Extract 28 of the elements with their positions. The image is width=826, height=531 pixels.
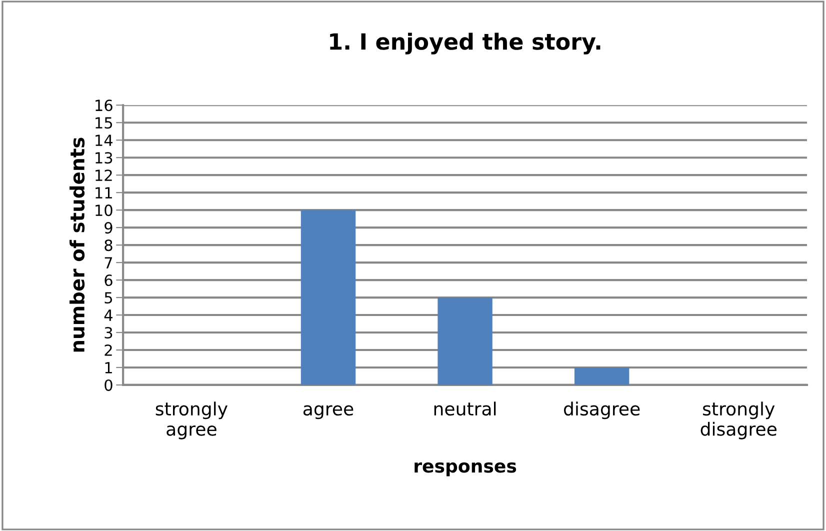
y-tick-label: 16 bbox=[96, 100, 112, 112]
y-tick-label: 7 bbox=[104, 257, 112, 268]
y-axis-title: number of students bbox=[70, 138, 85, 352]
y-tick-label: 10 bbox=[96, 204, 112, 216]
y-tick-label: 2 bbox=[104, 344, 112, 356]
y-tick-label: 3 bbox=[104, 326, 112, 339]
y-tick-label: 0 bbox=[104, 379, 112, 391]
y-tick-label: 14 bbox=[96, 134, 112, 146]
x-tick-label: strongly agree bbox=[156, 402, 228, 440]
x-tick-label: agree bbox=[303, 405, 354, 420]
x-axis-title: responses bbox=[414, 462, 516, 476]
chart-title: 1. I enjoyed the story. bbox=[330, 32, 600, 54]
x-tick-label: strongly disagree bbox=[700, 402, 776, 440]
x-tick-label: neutral bbox=[434, 402, 496, 416]
bar bbox=[300, 210, 356, 385]
y-tick-label: 4 bbox=[104, 310, 112, 321]
bar bbox=[438, 298, 492, 385]
x-tick-label: disagree bbox=[564, 402, 640, 420]
bar bbox=[574, 367, 630, 385]
y-tick-label: 13 bbox=[96, 152, 112, 164]
y-tick-label: 5 bbox=[104, 292, 112, 304]
y-tick-label: 1 bbox=[105, 362, 112, 374]
y-tick-label: 6 bbox=[104, 274, 112, 286]
y-tick-label: 9 bbox=[104, 222, 112, 234]
y-tick-label: 15 bbox=[96, 117, 112, 129]
y-tick-label: 11 bbox=[96, 187, 112, 198]
y-tick-label: 12 bbox=[96, 170, 112, 181]
y-tick-label: 8 bbox=[104, 240, 112, 252]
